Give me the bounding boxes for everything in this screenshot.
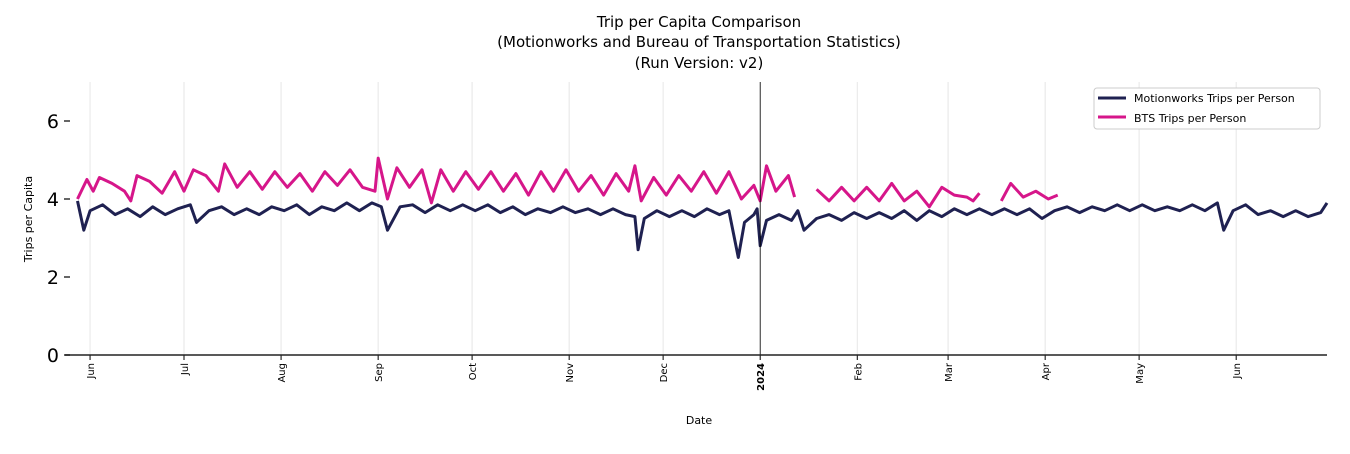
axes: Jun Jul Aug Sep Oct Nov Dec 2024 Feb Mar Apr May Jun… xyxy=(47,82,1327,391)
x-tick-label: Dec xyxy=(659,363,670,382)
legend-label-motionworks: Motionworks Trips per Person xyxy=(1134,92,1295,105)
y-tick-label: 2 xyxy=(47,267,59,289)
x-tick-label: Feb xyxy=(853,363,864,381)
x-tick-label: Sep xyxy=(374,363,385,382)
chart-subtitle: (Motionworks and Bureau of Transportatio… xyxy=(497,33,901,51)
x-tick-label: May xyxy=(1135,363,1146,384)
x-axis-label: Date xyxy=(686,414,713,427)
chart-run-version: (Run Version: v2) xyxy=(635,54,764,72)
series-line-bts xyxy=(999,181,1059,202)
legend: Motionworks Trips per Person BTS Trips p… xyxy=(1093,87,1321,130)
y-tick-label: 0 xyxy=(47,345,59,367)
series-line-motionworks xyxy=(76,200,1329,259)
x-tick-label: Aug xyxy=(277,363,288,383)
x-tick-label: Nov xyxy=(565,363,576,383)
y-tick-label: 4 xyxy=(47,189,59,211)
x-tick-label: Oct xyxy=(468,363,479,380)
x-tick-label: Mar xyxy=(944,362,955,382)
chart-title: Trip per Capita Comparison xyxy=(596,13,801,31)
x-tick-label: Jul xyxy=(180,363,191,376)
legend-label-bts: BTS Trips per Person xyxy=(1134,112,1246,125)
x-tick-label: Jun xyxy=(86,363,97,380)
y-axis-label: Trips per Capita xyxy=(22,176,35,263)
series-line-bts xyxy=(815,181,981,209)
series-line-bts xyxy=(76,156,797,205)
x-tick-label: 2024 xyxy=(756,363,767,391)
x-tick-label: Apr xyxy=(1041,362,1052,380)
x-tick-label: Jun xyxy=(1232,363,1243,380)
grid-lines xyxy=(89,82,1237,355)
y-tick-label: 6 xyxy=(47,111,59,133)
legend-box xyxy=(1093,87,1321,130)
series-lines xyxy=(76,156,1329,259)
